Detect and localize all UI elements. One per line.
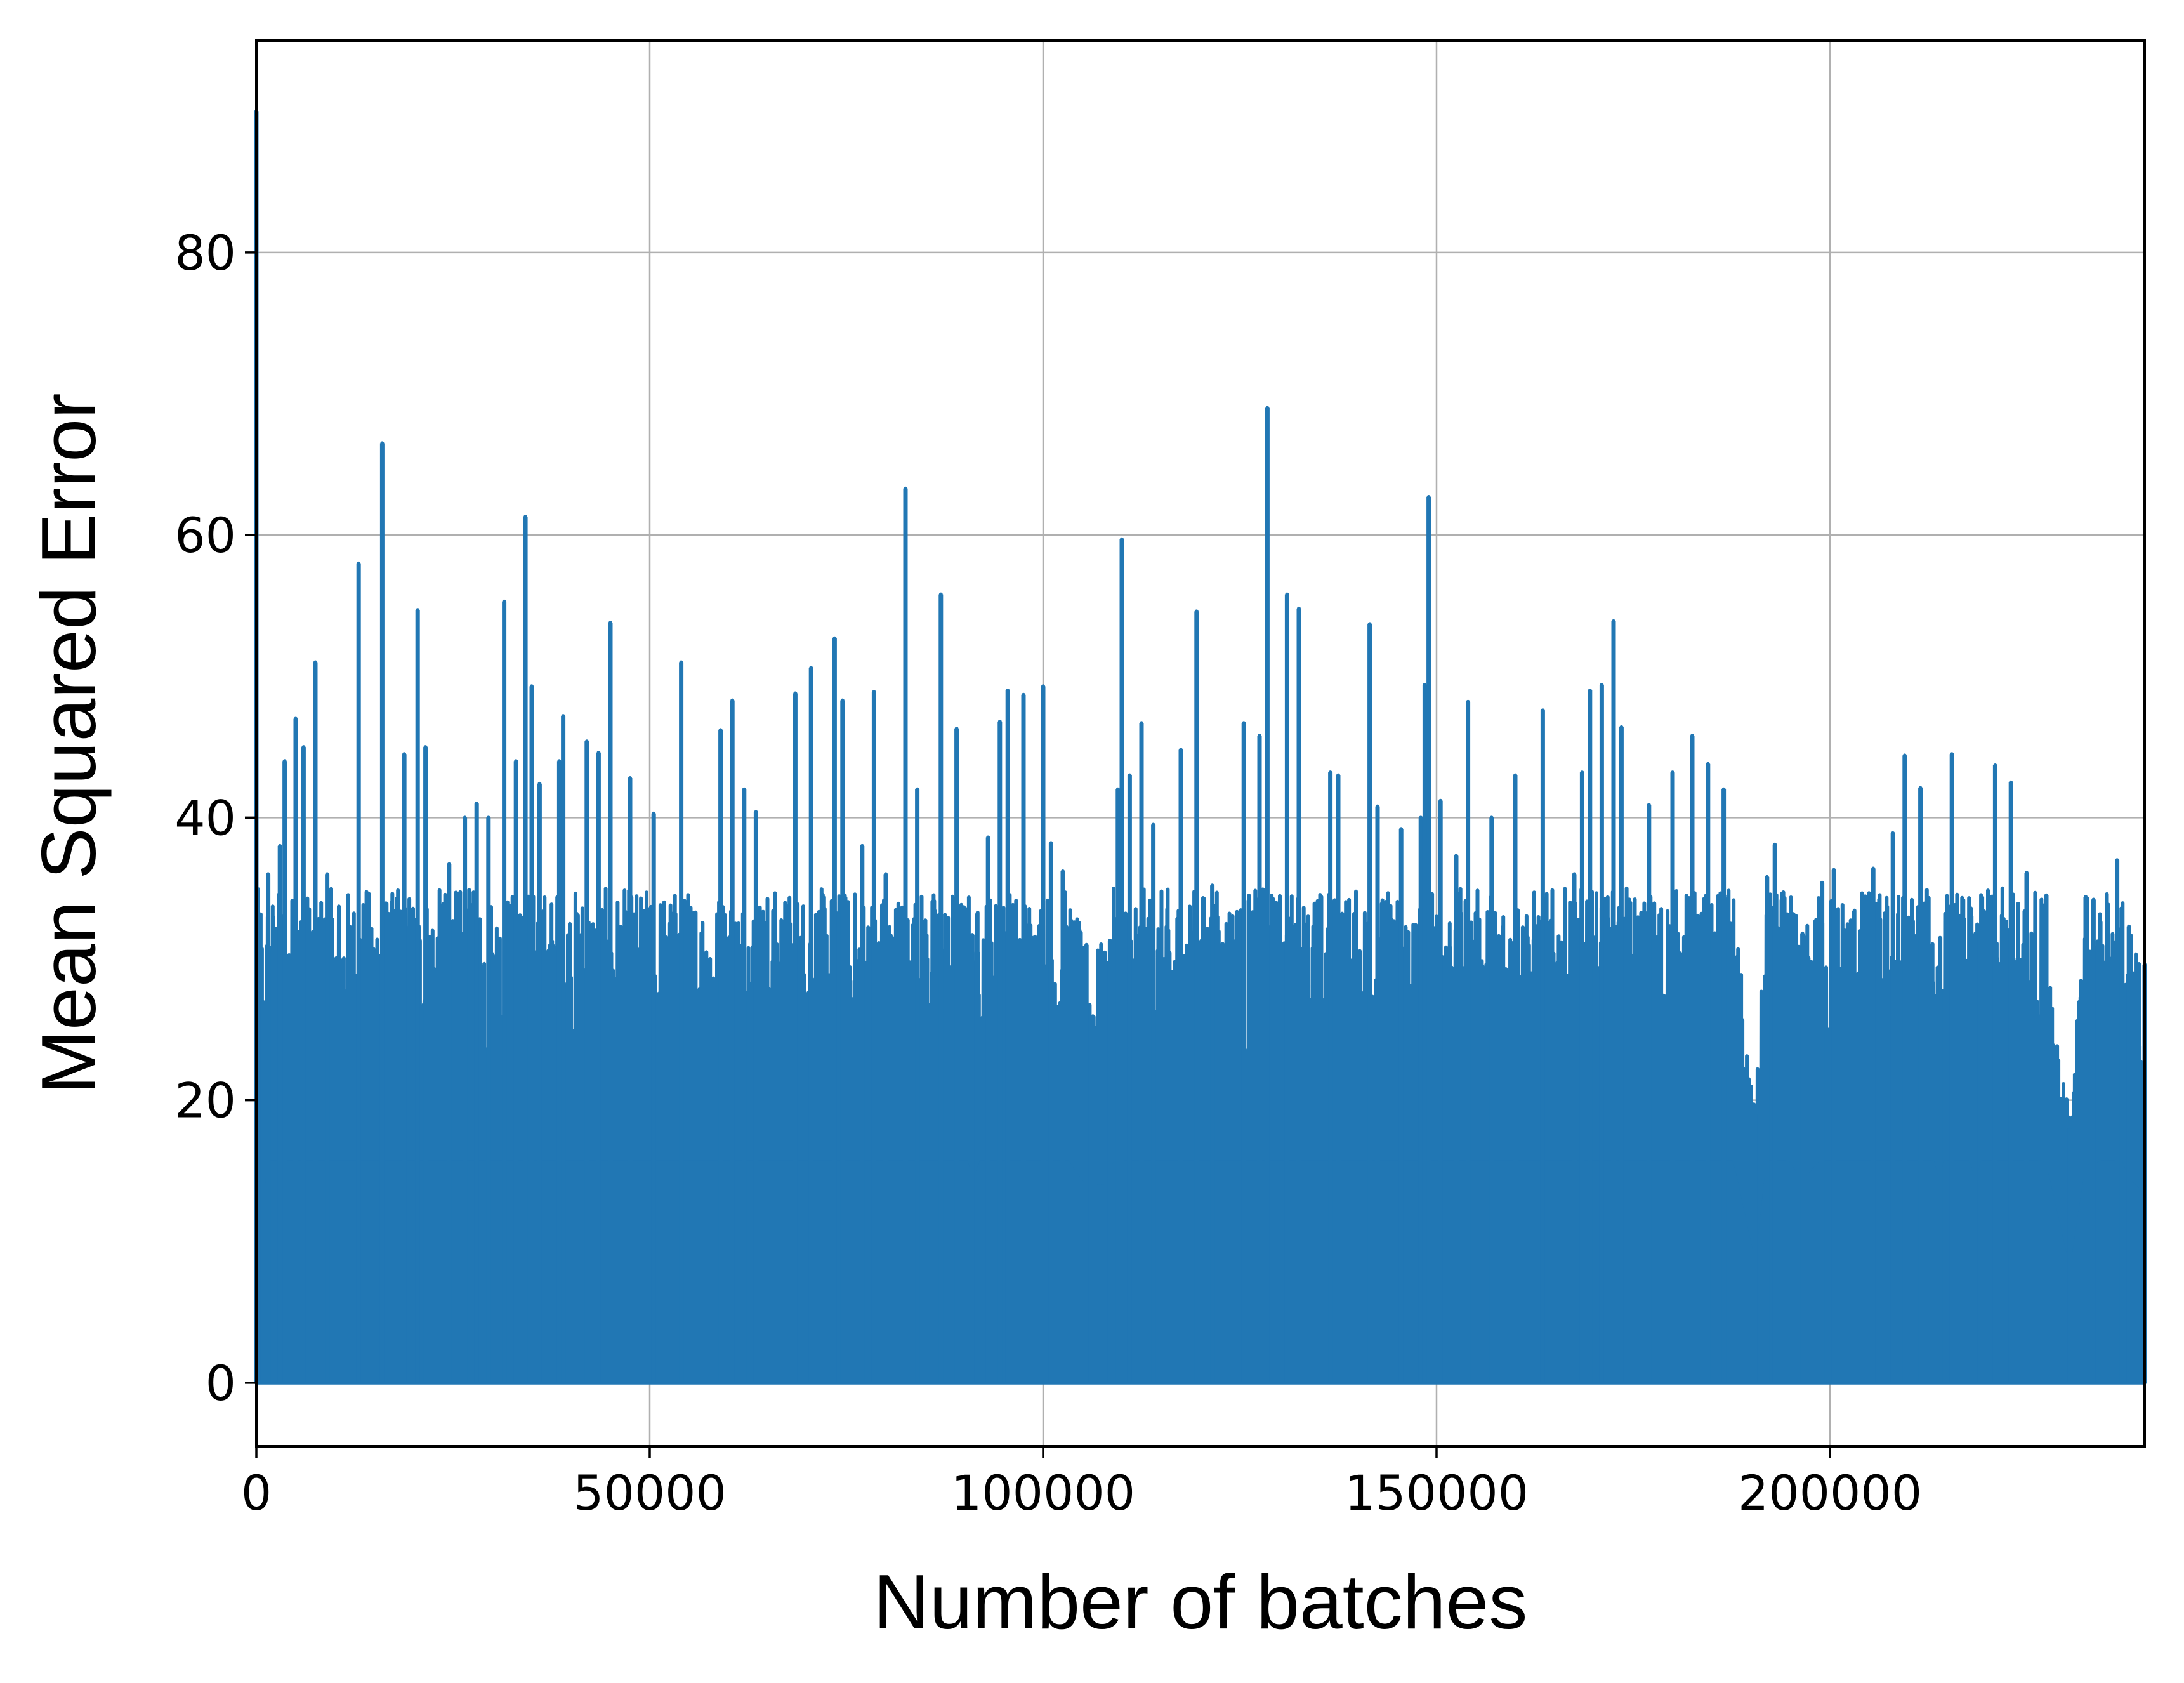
plot-frame [255, 39, 2146, 1448]
series-layer [254, 109, 2147, 1385]
y-tick-label: 40 [174, 789, 236, 846]
y-tick-label: 80 [174, 225, 236, 281]
x-tick-label: 200000 [1738, 1465, 1922, 1521]
x-axis-title: Number of batches [874, 1559, 1528, 1645]
tick-layer: 0 50000 100000 150000 200000 0 20 40 60 80 [174, 225, 1922, 1521]
y-tick-label: 0 [206, 1355, 236, 1411]
y-tick-label: 20 [174, 1072, 236, 1129]
x-tick-label: 0 [241, 1465, 272, 1521]
x-tick-label: 150000 [1345, 1465, 1529, 1521]
y-axis-title: Mean Squared Error [25, 393, 112, 1094]
y-tick-label: 60 [174, 507, 236, 564]
x-tick-label: 50000 [573, 1465, 727, 1521]
x-tick-label: 100000 [951, 1465, 1135, 1521]
